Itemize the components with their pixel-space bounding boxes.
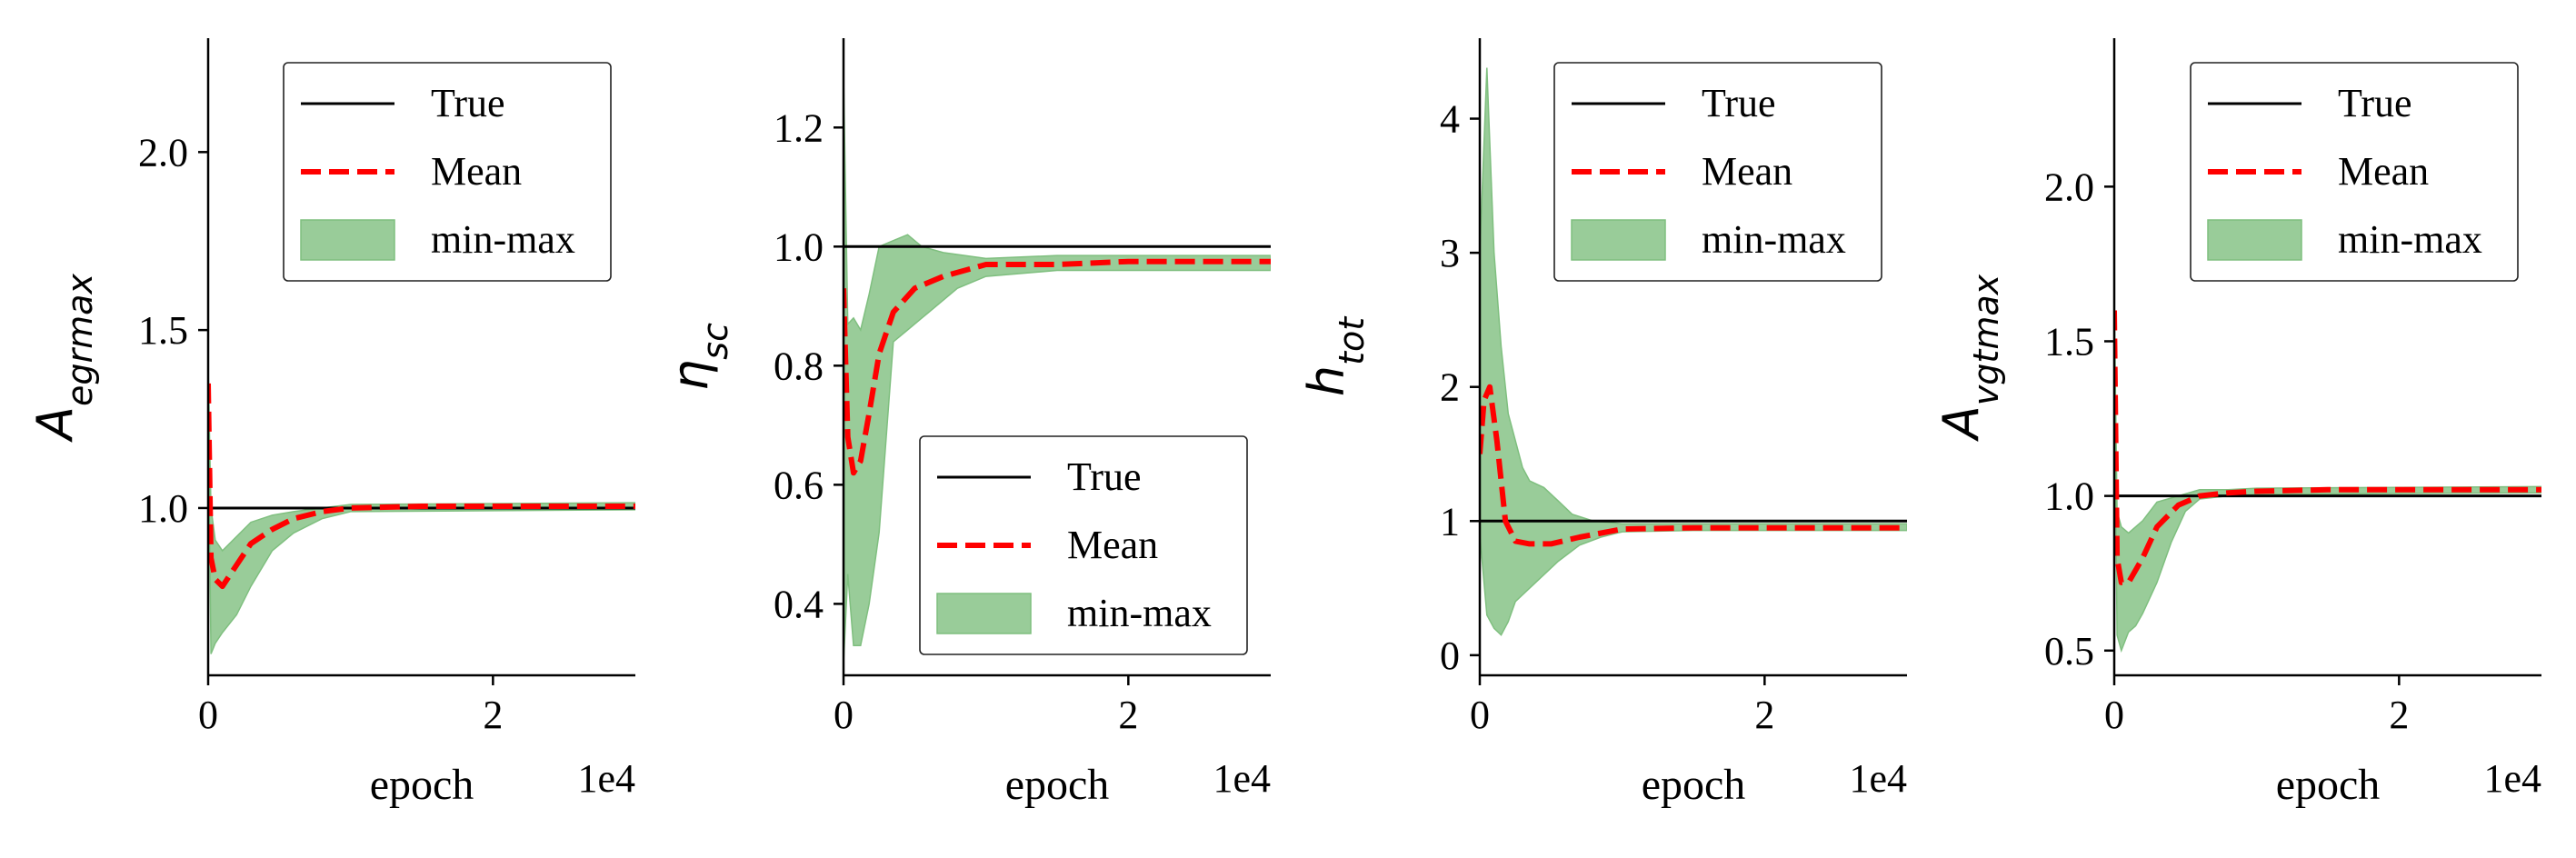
y-axis-label: Avgtmax [1932, 274, 2006, 442]
x-axis-exponent: 1e4 [1849, 756, 1907, 801]
min-max-band [208, 365, 635, 654]
y-axis-label: ηsc [662, 323, 735, 391]
min-max-band [844, 74, 1271, 663]
legend-label: min-max [1702, 217, 1846, 262]
plot-area [844, 74, 1271, 663]
min-max-band [2114, 294, 2541, 653]
legend: True Mean min-max [283, 62, 612, 282]
y-tick-label: 2.0 [138, 130, 188, 175]
y-tick-label: 0.8 [774, 344, 824, 388]
y-tick-label: 0 [1440, 634, 1460, 678]
x-tick-label: 2 [1754, 693, 1774, 737]
y-tick-label: 1.0 [2044, 474, 2094, 519]
x-axis-exponent: 1e4 [577, 756, 635, 801]
legend-label: Mean [431, 149, 522, 194]
y-tick-label: 1.0 [138, 486, 188, 531]
legend: True Mean min-max [919, 435, 1248, 655]
legend-label: Mean [2338, 149, 2429, 194]
y-tick-label: 1 [1440, 499, 1460, 544]
x-tick-label: 0 [1470, 693, 1490, 737]
x-tick-label: 0 [834, 693, 854, 737]
y-tick-label: 1.0 [774, 224, 824, 269]
x-axis-exponent: 1e4 [2483, 756, 2541, 801]
legend-label: Mean [1702, 149, 1792, 194]
legend: True Mean min-max [1553, 62, 1882, 282]
y-tick-label: 1.5 [2044, 319, 2094, 364]
plot-area [2114, 294, 2541, 653]
legend-band-swatch [1571, 219, 1666, 261]
x-tick-label: 0 [2104, 693, 2124, 737]
plot-area [1480, 67, 1907, 636]
x-axis-label: epoch [1005, 761, 1110, 809]
x-axis-label: epoch [2276, 761, 2381, 809]
y-tick-label: 0.6 [774, 463, 824, 507]
x-tick-label: 2 [1118, 693, 1138, 737]
x-axis-label: epoch [1642, 761, 1746, 809]
legend-label: True [1067, 454, 1142, 499]
plot-area [208, 365, 635, 654]
min-max-band [1480, 67, 1907, 636]
legend-label: min-max [2338, 217, 2482, 262]
y-tick-label: 2.0 [2044, 165, 2094, 209]
mean-line [1480, 384, 1907, 547]
legend-band-swatch [300, 219, 395, 261]
y-tick-label: 0.5 [2044, 629, 2094, 673]
mean-line [844, 258, 1271, 476]
x-tick-label: 2 [483, 693, 503, 737]
y-tick-label: 1.5 [138, 308, 188, 353]
legend-label: True [431, 81, 505, 125]
y-tick-label: 4 [1440, 97, 1460, 142]
x-axis-exponent: 1e4 [1213, 756, 1271, 801]
legend-band-swatch [936, 593, 1032, 634]
legend-label: True [2338, 81, 2412, 125]
mean-line [2114, 310, 2541, 585]
y-tick-label: 1.2 [774, 105, 824, 150]
y-tick-label: 0.4 [774, 582, 824, 626]
legend-label: min-max [1067, 591, 1212, 635]
mean-line [208, 383, 635, 590]
y-axis-label: htot [1298, 315, 1372, 396]
legend-label: Mean [1067, 523, 1158, 567]
legend-band-swatch [2207, 219, 2302, 261]
legend-label: True [1702, 81, 1776, 125]
y-tick-label: 2 [1440, 365, 1460, 410]
legend-label: min-max [431, 217, 575, 262]
legend: True Mean min-max [2190, 62, 2519, 282]
y-tick-label: 3 [1440, 231, 1460, 275]
x-tick-label: 2 [2389, 693, 2409, 737]
x-axis-label: epoch [370, 761, 474, 809]
y-axis-label: Aegrmax [26, 274, 100, 443]
x-tick-label: 0 [198, 693, 218, 737]
